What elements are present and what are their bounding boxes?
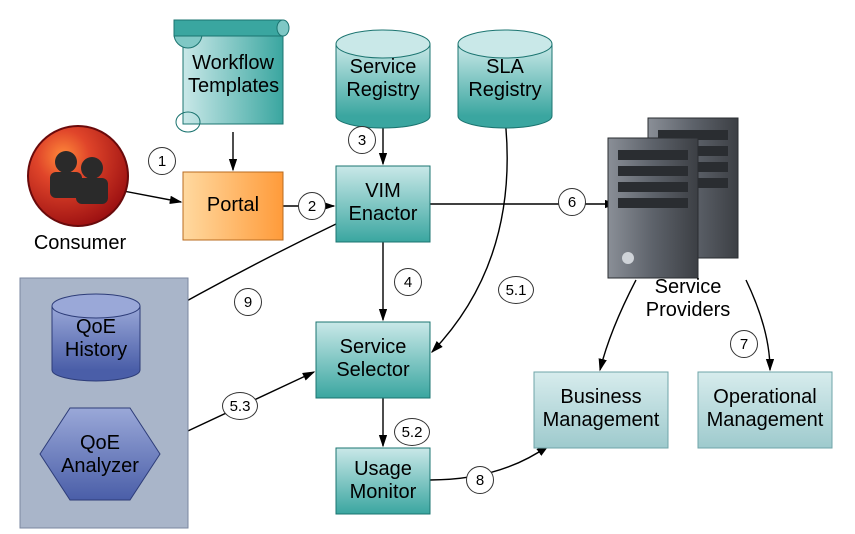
sla-registry-label: SLARegistry bbox=[458, 56, 552, 102]
svc-registry-label: ServiceRegistry bbox=[336, 56, 430, 102]
diagram-stage: Consumer WorkflowTemplates Portal Servic… bbox=[0, 0, 855, 534]
consumer-icon bbox=[28, 126, 128, 226]
vim-label: VIMEnactor bbox=[336, 180, 430, 226]
step-7: 7 bbox=[730, 330, 758, 358]
step-5-3: 5.3 bbox=[222, 392, 258, 420]
step-2: 2 bbox=[298, 192, 326, 220]
op-label: OperationalManagement bbox=[698, 386, 832, 432]
step-4: 4 bbox=[394, 268, 422, 296]
step-8: 8 bbox=[466, 466, 494, 494]
servers-icon bbox=[608, 118, 738, 278]
qoe-analyzer-label: QoEAnalyzer bbox=[40, 432, 160, 478]
servers-label: ServiceProviders bbox=[608, 276, 768, 322]
portal-label: Portal bbox=[183, 194, 283, 217]
step-6: 6 bbox=[558, 188, 586, 216]
workflow-label: WorkflowTemplates bbox=[188, 52, 278, 98]
usage-label: UsageMonitor bbox=[336, 458, 430, 504]
selector-label: ServiceSelector bbox=[316, 336, 430, 382]
biz-label: BusinessManagement bbox=[534, 386, 668, 432]
step-3: 3 bbox=[348, 126, 376, 154]
step-1: 1 bbox=[148, 147, 176, 175]
step-5-2: 5.2 bbox=[394, 418, 430, 446]
step-5-1: 5.1 bbox=[498, 276, 534, 304]
step-9: 9 bbox=[234, 288, 262, 316]
qoe-history-label: QoEHistory bbox=[52, 316, 140, 362]
consumer-label: Consumer bbox=[20, 232, 140, 255]
